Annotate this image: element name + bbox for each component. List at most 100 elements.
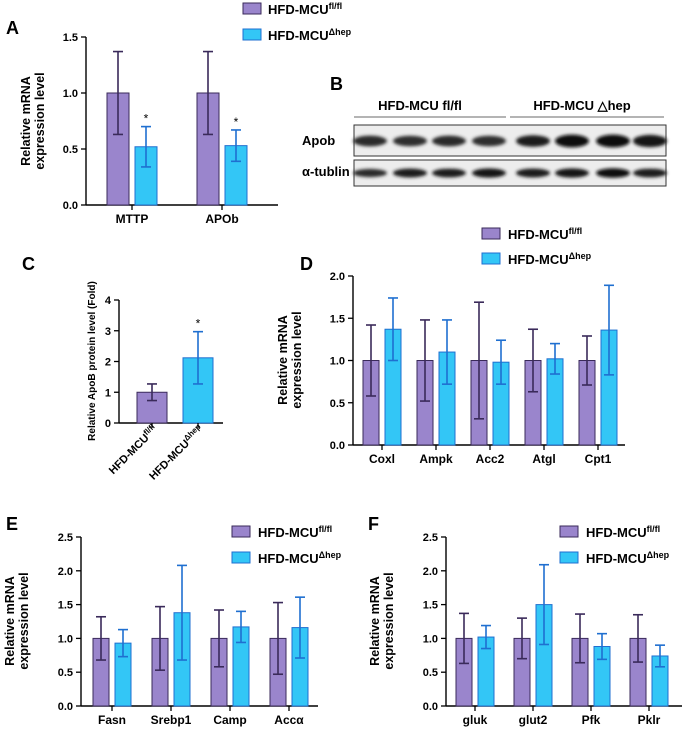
y-tick-label: 0.0 bbox=[58, 701, 73, 713]
blot-band bbox=[596, 168, 630, 178]
y-axis-title: Relative mRNA bbox=[19, 76, 33, 166]
y-tick-label: 3 bbox=[105, 326, 111, 338]
legend-swatch-knockout bbox=[242, 28, 262, 41]
y-tick-label: 0 bbox=[105, 418, 111, 430]
legend-label-control: HFD-MCUfl/fl bbox=[258, 524, 332, 540]
x-category-label: Accα bbox=[274, 713, 304, 727]
legend-swatch-control bbox=[481, 227, 501, 240]
y-tick-label: 1.5 bbox=[63, 32, 78, 44]
panel-label-f: F bbox=[368, 514, 379, 534]
y-tick-label: 1.0 bbox=[63, 88, 78, 100]
panel-label-a: A bbox=[6, 18, 19, 38]
y-tick-label: 1.0 bbox=[58, 633, 73, 645]
y-tick-label: 4 bbox=[105, 295, 112, 307]
x-category-label: Srebp1 bbox=[151, 713, 192, 727]
panel-label-c: C bbox=[22, 254, 35, 274]
legend-label-knockout: HFD-MCUΔhep bbox=[268, 27, 352, 43]
x-category-label: glut2 bbox=[519, 713, 548, 727]
legend-swatch-knockout bbox=[231, 551, 251, 564]
x-category-label: Camp bbox=[213, 713, 246, 727]
y-tick-label: 2.5 bbox=[423, 532, 438, 544]
y-tick-label: 0.0 bbox=[63, 200, 78, 212]
x-category-label: MTTP bbox=[116, 212, 149, 226]
legend-e: HFD-MCUfl/fl HFD-MCUΔhep bbox=[231, 524, 342, 566]
y-tick-label: 1.5 bbox=[330, 313, 345, 325]
y-tick-label: 1.0 bbox=[330, 356, 345, 368]
y-axis-title: Relative ApoB protein level (Fold) bbox=[87, 281, 98, 441]
y-axis-title: expression level bbox=[33, 72, 47, 169]
blot-band bbox=[472, 135, 506, 147]
blot-band bbox=[516, 168, 550, 178]
y-tick-label: 1.0 bbox=[423, 633, 438, 645]
y-axis-title: expression level bbox=[17, 572, 31, 669]
legend-label-control: HFD-MCUfl/fl bbox=[586, 524, 660, 540]
blot-band bbox=[633, 134, 667, 148]
chart-a-mttp-apob: 0.0 0.5 1.0 1.5 Relative mRNA expression leve… bbox=[19, 32, 278, 226]
blot-band bbox=[596, 134, 630, 148]
y-tick-label: 0.5 bbox=[63, 144, 78, 156]
x-category-label: Coxl bbox=[369, 452, 395, 466]
panel-label-e: E bbox=[6, 514, 18, 534]
y-tick-label: 0.5 bbox=[423, 667, 438, 679]
x-category-label: Pfk bbox=[582, 713, 601, 727]
legend-label-control: HFD-MCUfl/fl bbox=[508, 226, 582, 242]
x-category-label: Pklr bbox=[638, 713, 661, 727]
legend-label-knockout: HFD-MCUΔhep bbox=[508, 251, 592, 267]
y-tick-label: 0.5 bbox=[330, 398, 345, 410]
y-axis-title: Relative mRNA bbox=[3, 576, 17, 666]
legend-swatch-control bbox=[231, 525, 251, 538]
legend-label-control: HFD-MCUfl/fl bbox=[268, 1, 342, 17]
chart-d-oxidation-genes: 0.0 0.5 1.0 1.5 2.0 Relative mRNA expression l… bbox=[276, 271, 625, 466]
y-tick-label: 0.0 bbox=[423, 701, 438, 713]
y-axis-title: expression level bbox=[290, 311, 304, 408]
y-axis-title: Relative mRNA bbox=[276, 315, 290, 405]
panel-label-d: D bbox=[300, 254, 313, 274]
legend-f: HFD-MCUfl/fl HFD-MCUΔhep bbox=[559, 524, 670, 566]
significance-star: * bbox=[234, 115, 239, 129]
legend-d: HFD-MCUfl/fl HFD-MCUΔhep bbox=[481, 226, 592, 267]
blot-band bbox=[432, 168, 466, 178]
x-category-label: Atgl bbox=[532, 452, 555, 466]
x-category-label: gluk bbox=[463, 713, 488, 727]
legend-label-knockout: HFD-MCUΔhep bbox=[258, 550, 342, 566]
blot-band bbox=[353, 168, 387, 178]
legend-swatch-knockout bbox=[559, 551, 579, 564]
blot-band bbox=[555, 134, 589, 148]
legend-swatch-control bbox=[559, 525, 579, 538]
blot-row-label-tublin: α-tublin bbox=[302, 164, 350, 179]
y-tick-label: 2.0 bbox=[330, 271, 345, 283]
blot-band bbox=[516, 135, 550, 147]
panel-label-b: B bbox=[330, 74, 343, 94]
chart-e-lipogenesis-genes: 0.0 0.5 1.0 1.5 2.0 2.5 Relative mRNA expressio… bbox=[3, 532, 318, 727]
y-tick-label: 2.0 bbox=[423, 566, 438, 578]
x-category-label: Acc2 bbox=[476, 452, 505, 466]
blot-header-knockout: HFD-MCU △hep bbox=[533, 98, 630, 113]
chart-f-glycolysis-genes: 0.0 0.5 1.0 1.5 2.0 2.5 Relative mRNA expressio… bbox=[368, 532, 682, 727]
blot-band bbox=[555, 168, 589, 178]
blot-band bbox=[432, 135, 466, 147]
significance-star: * bbox=[196, 317, 201, 331]
x-category-label: APOb bbox=[205, 212, 238, 226]
x-category-label: Ampk bbox=[419, 452, 453, 466]
blot-header-control: HFD-MCU fl/fl bbox=[378, 98, 462, 113]
x-category-label: HFD-MCUΔhep bbox=[146, 422, 206, 482]
y-tick-label: 0.0 bbox=[330, 440, 345, 452]
x-category-label: Fasn bbox=[98, 713, 126, 727]
y-tick-label: 2.0 bbox=[58, 566, 73, 578]
significance-star: * bbox=[144, 112, 149, 126]
x-category-label: Cpt1 bbox=[585, 452, 612, 466]
blot-band bbox=[633, 168, 667, 178]
legend-swatch-control bbox=[242, 2, 262, 15]
blot-band bbox=[353, 135, 387, 147]
y-tick-label: 2 bbox=[105, 357, 111, 369]
y-tick-label: 2.5 bbox=[58, 532, 73, 544]
legend-a: HFD-MCUfl/fl HFD-MCUΔhep bbox=[242, 1, 352, 43]
blot-row-label-apob: Apob bbox=[302, 133, 335, 148]
y-tick-label: 0.5 bbox=[58, 667, 73, 679]
blot-band bbox=[393, 168, 427, 178]
blot-band bbox=[393, 135, 427, 147]
y-axis-title: Relative mRNA bbox=[368, 576, 382, 666]
legend-swatch-knockout bbox=[481, 252, 501, 265]
y-tick-label: 1.5 bbox=[58, 600, 73, 612]
